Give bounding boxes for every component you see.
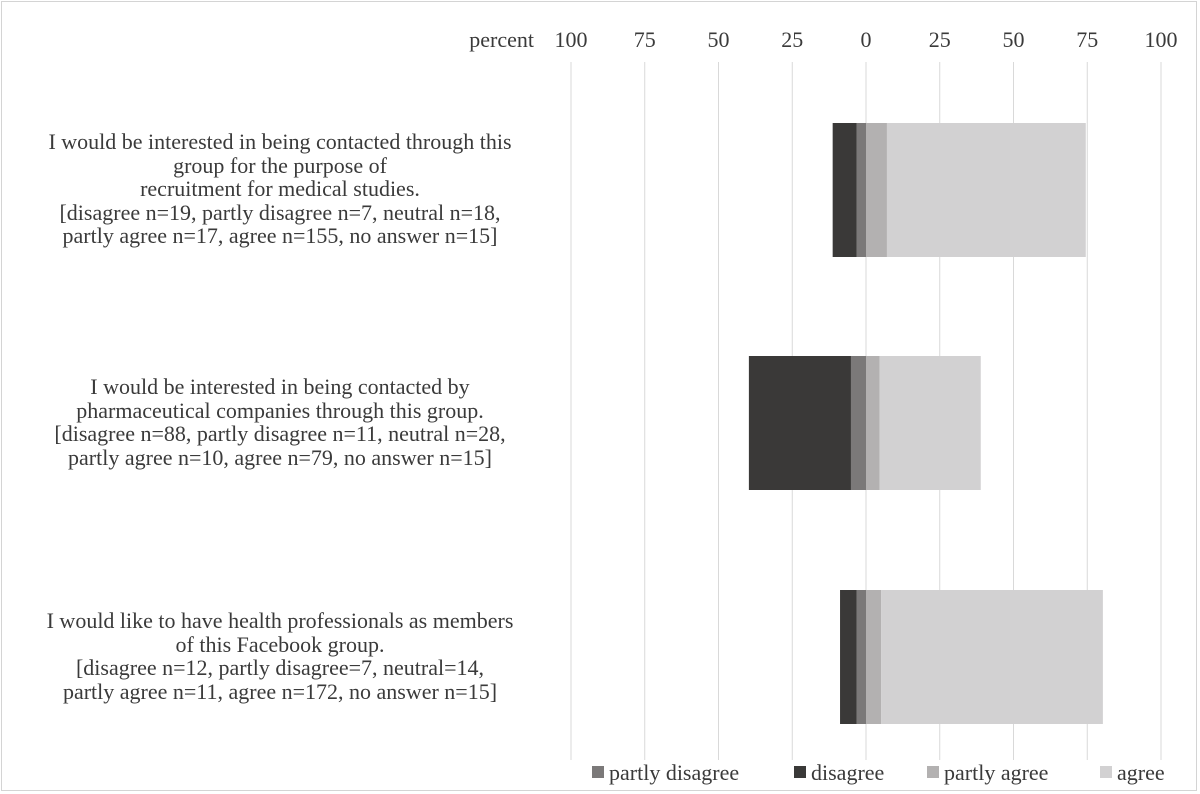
- legend-label: partly agree: [944, 760, 1048, 785]
- tick-label: 75: [634, 27, 656, 52]
- bar-segment-partly-disagree: [856, 590, 866, 724]
- tick-label: 50: [1003, 27, 1025, 52]
- legend-item: agree: [1100, 760, 1165, 785]
- bar-segment-agree: [879, 356, 981, 490]
- category-label: I would like to have health professional…: [4, 609, 556, 703]
- legend-swatch: [794, 766, 806, 778]
- category-label-line: [disagree n=88, partly disagree n=11, ne…: [54, 421, 506, 446]
- category-label-line: of this Facebook group.: [175, 631, 385, 657]
- tick-label: 100: [555, 27, 588, 52]
- bars: [748, 123, 1103, 724]
- tick-label: 25: [781, 27, 803, 52]
- axis-ticks: percent 100 75 50 25 0 25 50 75 100: [469, 27, 1177, 52]
- bar-segment-partly-agree: [866, 123, 887, 257]
- category-label-line: [disagree n=12, partly disagree=7, neutr…: [75, 655, 485, 680]
- category-label-line: partly agree n=10, agree n=79, no answer…: [68, 444, 492, 470]
- category-label-line: group for the purpose of: [173, 152, 387, 178]
- bar-segment-partly-agree: [866, 590, 882, 724]
- bar-segment-agree: [886, 123, 1086, 257]
- legend-swatch: [592, 766, 604, 778]
- legend-item: partly agree: [927, 760, 1048, 785]
- category-label-line: I would be interested in being contacted…: [48, 129, 512, 155]
- legend-swatch: [927, 766, 939, 778]
- legend-item: partly disagree: [592, 760, 739, 785]
- legend-label: partly disagree: [609, 760, 739, 785]
- category-label-line: I would be interested in being contacted…: [90, 374, 470, 399]
- tick-label: 75: [1076, 27, 1098, 52]
- bar-segment-disagree: [832, 123, 857, 257]
- tick-label: 100: [1145, 27, 1178, 52]
- tick-label: 0: [861, 27, 872, 52]
- bar-segment-partly-disagree: [850, 356, 866, 490]
- legend-label: disagree: [811, 760, 884, 785]
- category-label: I would be interested in being contacted…: [4, 130, 556, 248]
- legend-label: agree: [1117, 760, 1165, 785]
- legend-item: disagree: [794, 760, 884, 785]
- bar-segment-partly-disagree: [856, 123, 866, 257]
- category-label-line: I would like to have health professional…: [46, 608, 514, 633]
- bar-segment-agree: [881, 590, 1103, 724]
- category-label-line: partly agree n=11, agree n=172, no answe…: [62, 678, 498, 704]
- category-label-line: partly agree n=17, agree n=155, no answe…: [62, 223, 498, 249]
- legend-swatch: [1100, 766, 1112, 778]
- bar-segment-partly-agree: [866, 356, 880, 490]
- bar-segment-disagree: [840, 590, 857, 724]
- axis-unit-label: percent: [469, 27, 534, 52]
- category-label-line: recruitment for medical studies.: [140, 176, 420, 202]
- tick-label: 50: [708, 27, 730, 52]
- legend: partly disagree disagree partly agree agree: [592, 760, 1165, 785]
- category-label: I would be interested in being contacted…: [4, 375, 556, 469]
- category-label-line: [disagree n=19, partly disagree n=7, neu…: [59, 199, 501, 225]
- bar-segment-disagree: [748, 356, 851, 490]
- category-label-line: pharmaceutical companies through this gr…: [76, 397, 484, 423]
- tick-label: 25: [929, 27, 951, 52]
